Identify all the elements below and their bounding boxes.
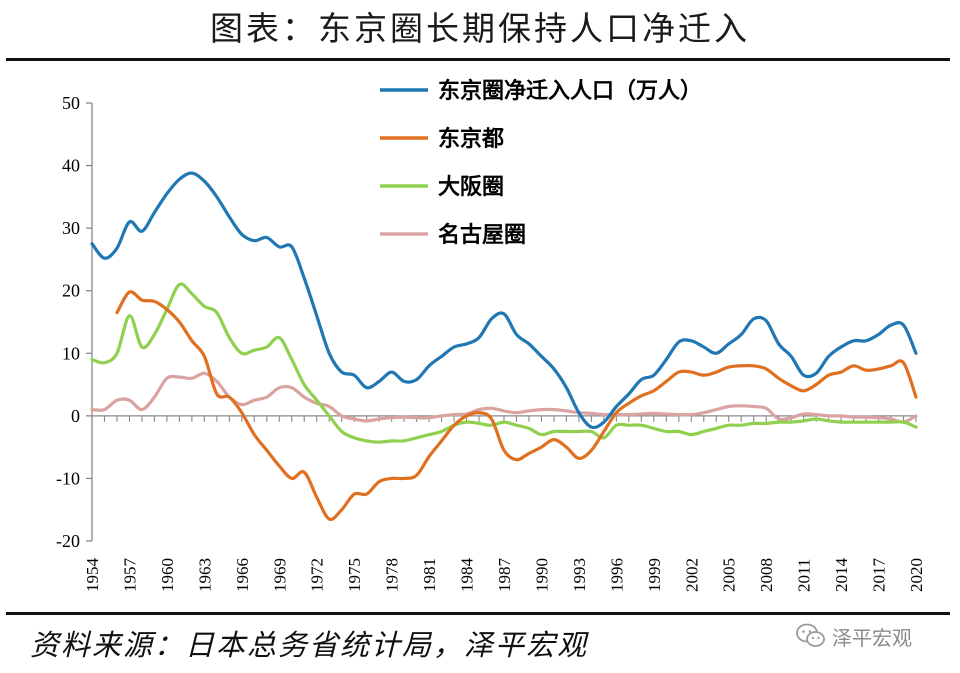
x-tick-label: 1978 (383, 558, 402, 592)
y-tick-label: 40 (62, 156, 80, 176)
series-line-2 (115, 290, 918, 522)
series-line-1 (90, 171, 918, 430)
legend-label-1: 东京圈净迁入人口（万人） (438, 78, 702, 104)
x-tick-label: 2008 (757, 558, 776, 592)
x-tick-label: 2011 (795, 559, 814, 592)
y-tick-label: 20 (62, 281, 80, 301)
x-tick-label: 2014 (832, 558, 851, 593)
legend-label-2: 东京都 (438, 126, 504, 152)
wechat-logo-icon (796, 623, 825, 647)
x-tick-label: 1966 (233, 558, 252, 592)
source-note: 资料来源：日本总务省统计局，泽平宏观 (30, 628, 589, 662)
x-tick-label: 1972 (308, 558, 327, 592)
x-tick-label: 2017 (870, 558, 889, 593)
chart-series-lines (90, 171, 918, 522)
x-tick-label: 1963 (195, 558, 214, 592)
x-tick-label: 1984 (458, 558, 477, 593)
x-tick-label: 1993 (570, 558, 589, 592)
x-tick-label: 2002 (682, 558, 701, 592)
y-tick-label: 0 (71, 406, 80, 426)
x-tick-label: 1981 (420, 558, 439, 592)
page-title: 图表：东京圈长期保持人口净迁入 (210, 9, 750, 48)
series-line-3 (90, 282, 918, 444)
x-tick-label: 1954 (83, 558, 102, 593)
legend-label-3: 大阪圈 (438, 174, 504, 200)
y-tick-label: 50 (62, 93, 80, 113)
x-tick-label: 1957 (120, 558, 139, 593)
x-tick-label: 1990 (532, 558, 551, 592)
title-divider (6, 58, 950, 61)
legend-label-4: 名古屋圈 (438, 222, 526, 248)
x-tick-label: 1969 (270, 558, 289, 592)
y-tick-label: -20 (56, 531, 80, 551)
x-tick-label: 1996 (607, 558, 626, 592)
chart-axes: -20 -10 0 10 20 30 40 50 1954 1957 1960 1963 1966 196… (56, 93, 926, 592)
series-line-4 (90, 371, 918, 424)
y-tick-label: -10 (56, 468, 80, 488)
watermark: 泽平宏观 (796, 614, 912, 658)
y-tick-label: 30 (62, 218, 80, 238)
y-tick-label: 10 (62, 343, 80, 363)
line-chart: -20 -10 0 10 20 30 40 50 1954 1957 1960 1963 1966 196… (56, 78, 926, 592)
footer-divider (6, 612, 950, 615)
x-tick-label: 1975 (345, 558, 364, 592)
x-tick-label: 1999 (645, 558, 664, 592)
x-tick-label: 2005 (720, 558, 739, 592)
x-tick-label: 1960 (158, 558, 177, 592)
x-tick-label: 2020 (907, 558, 926, 592)
watermark-text: 泽平宏观 (832, 625, 912, 650)
x-tick-label: 1987 (495, 558, 514, 593)
